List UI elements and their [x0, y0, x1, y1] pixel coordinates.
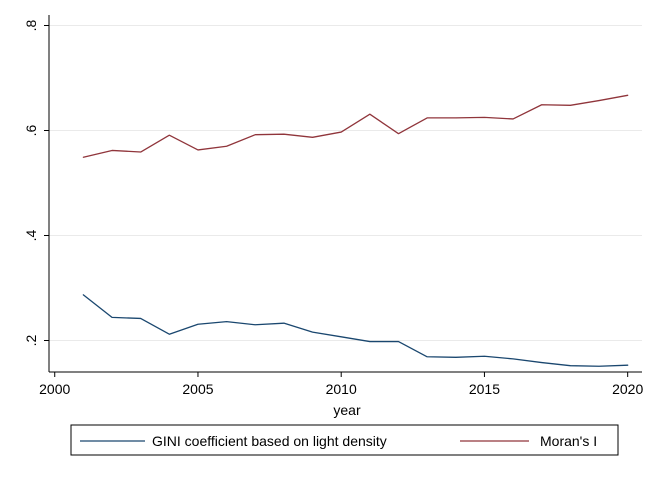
x-tick-label: 2005	[182, 381, 213, 397]
y-tick-label: .6	[23, 124, 39, 136]
series-line-1	[82, 94, 629, 158]
x-tick-label: 2020	[612, 381, 643, 397]
y-tick-label: .8	[23, 19, 39, 31]
x-axis-title: year	[333, 402, 361, 418]
x-tick-label: 2015	[469, 381, 500, 397]
x-tick-label: 2010	[326, 381, 357, 397]
series-layer	[82, 94, 629, 367]
legend-box	[70, 424, 619, 456]
axes: .2 .4 .6 .8 2000 2005 2010 2015 2020	[23, 15, 643, 397]
legend-label-1: Moran's I	[540, 433, 597, 449]
series-line-0	[82, 294, 629, 367]
gridlines	[49, 25, 642, 341]
y-tick-label: .2	[23, 334, 39, 346]
y-tick-label: .4	[23, 229, 39, 241]
legend: GINI coefficient based on light density M…	[70, 424, 619, 456]
x-tick-label: 2000	[39, 381, 70, 397]
legend-label-0: GINI coefficient based on light density	[152, 433, 387, 449]
